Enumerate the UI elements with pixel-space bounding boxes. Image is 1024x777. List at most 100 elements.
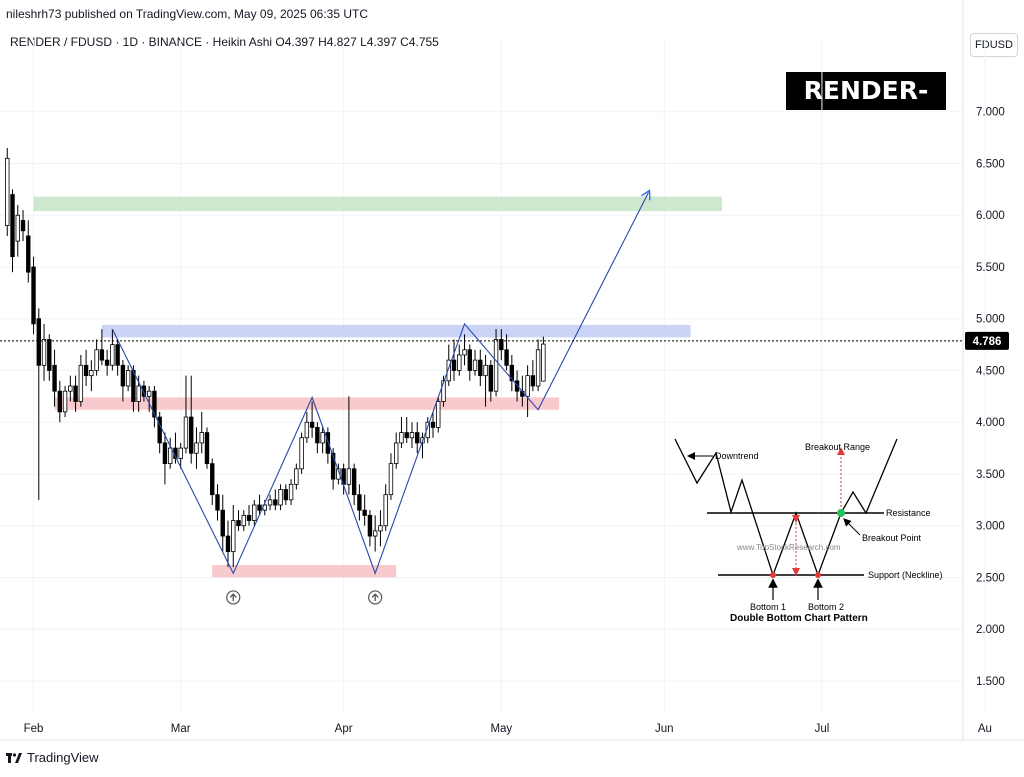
candle-body (530, 375, 536, 387)
candle-body (504, 349, 509, 366)
candle-body (120, 364, 126, 387)
y-tick-label: 2.000 (976, 624, 1005, 636)
inset-watermark: www.TopStockResearch.com (736, 543, 841, 552)
x-tick-label: Jun (655, 723, 674, 735)
y-tick-label: 4.500 (976, 365, 1005, 377)
candle-body (441, 380, 446, 402)
candle-body (199, 432, 204, 444)
candle-body (257, 504, 262, 511)
double-bottom-pattern-line (111, 192, 648, 575)
candle-body (404, 432, 409, 439)
candle-body (425, 421, 430, 439)
candle-body (409, 432, 415, 439)
y-tick-label: 1.500 (976, 676, 1005, 688)
x-tick-label: Mar (171, 723, 191, 735)
candle-body (283, 489, 289, 501)
y-tick-label: 6.500 (976, 158, 1005, 170)
candle-body (20, 220, 26, 232)
inset-bottom2-dot (815, 572, 821, 578)
candle-body (457, 354, 462, 371)
candle-body (499, 339, 504, 351)
candle-body (194, 442, 199, 454)
x-tick-label: Feb (24, 723, 44, 735)
candle-body (304, 421, 310, 439)
candle-layer (5, 147, 546, 568)
inset-breakout-point-icon (837, 509, 845, 517)
y-tick-label: 6.000 (976, 210, 1005, 222)
candle-body (462, 349, 467, 356)
candle-body (41, 339, 47, 366)
candle-body (225, 535, 231, 552)
candle-body (309, 421, 315, 428)
candle-body (52, 364, 57, 392)
candle-body (136, 385, 141, 402)
candle-body (204, 432, 210, 465)
zone-double-bottom-support (212, 565, 397, 578)
x-tick-label: Apr (335, 723, 353, 735)
candle-body (346, 468, 352, 485)
candle-body (478, 359, 483, 377)
candle-body (125, 370, 131, 387)
candle-body (62, 390, 68, 413)
candle-body (5, 157, 10, 226)
zone-neckline-support (54, 397, 560, 410)
candle-body (36, 318, 41, 366)
candle-body (388, 463, 394, 496)
candle-body (57, 390, 63, 413)
candle-body (220, 509, 225, 537)
y-tick-label: 5.500 (976, 262, 1005, 274)
x-tick-label: May (490, 723, 512, 735)
candle-body (47, 339, 52, 371)
candle-body (110, 344, 115, 366)
candle-body (415, 432, 420, 444)
candle-body (399, 432, 404, 444)
candle-body (267, 499, 273, 506)
candle-body (167, 447, 173, 465)
candle-body (115, 344, 120, 366)
candle-body (236, 520, 241, 527)
double-bottom-inset: Downtrend Breakout Range Resistance Brea… (674, 438, 943, 624)
candle-body (393, 442, 399, 465)
candle-body (472, 359, 478, 371)
candle-body (451, 359, 457, 371)
inset-bottom1-dot (770, 572, 776, 578)
candle-body (430, 421, 436, 428)
candle-body (157, 416, 162, 444)
candle-body (104, 359, 110, 366)
candle-body (357, 494, 362, 511)
candle-body (183, 416, 189, 449)
candle-body (320, 432, 325, 444)
candle-body (336, 468, 341, 480)
inset-title: Double Bottom Chart Pattern (730, 613, 868, 624)
y-tick-label: 3.500 (976, 469, 1005, 481)
candle-body (162, 442, 168, 465)
candle-body (278, 489, 283, 506)
candle-body (15, 214, 20, 242)
candle-body (351, 468, 357, 496)
candle-body (73, 385, 78, 402)
candle-body (241, 514, 246, 527)
candle-body (252, 504, 257, 521)
candle-body (446, 359, 451, 382)
inset-support-label: Support (Neckline) (868, 570, 943, 580)
zone-layer (33, 196, 723, 578)
tradingview-logo[interactable]: TradingView (6, 750, 99, 765)
candle-body (210, 463, 215, 496)
candle-body (488, 364, 494, 392)
candle-body (535, 349, 541, 387)
bottom-markers (226, 590, 383, 605)
candle-body (362, 509, 367, 516)
candle-body (273, 499, 278, 506)
inset-bottom1-label: Bottom 1 (750, 602, 786, 612)
y-tick-label: 7.000 (976, 107, 1005, 119)
candle-body (94, 349, 99, 371)
last-price-label: 4.786 (973, 336, 1002, 348)
candle-body (330, 452, 336, 480)
last-price-badge (965, 331, 1009, 350)
candle-body (315, 426, 320, 444)
arrow-up-glyph (371, 593, 379, 601)
zone-resistance (101, 324, 691, 338)
candle-body (215, 494, 220, 511)
arrow-up-glyph (229, 593, 237, 601)
